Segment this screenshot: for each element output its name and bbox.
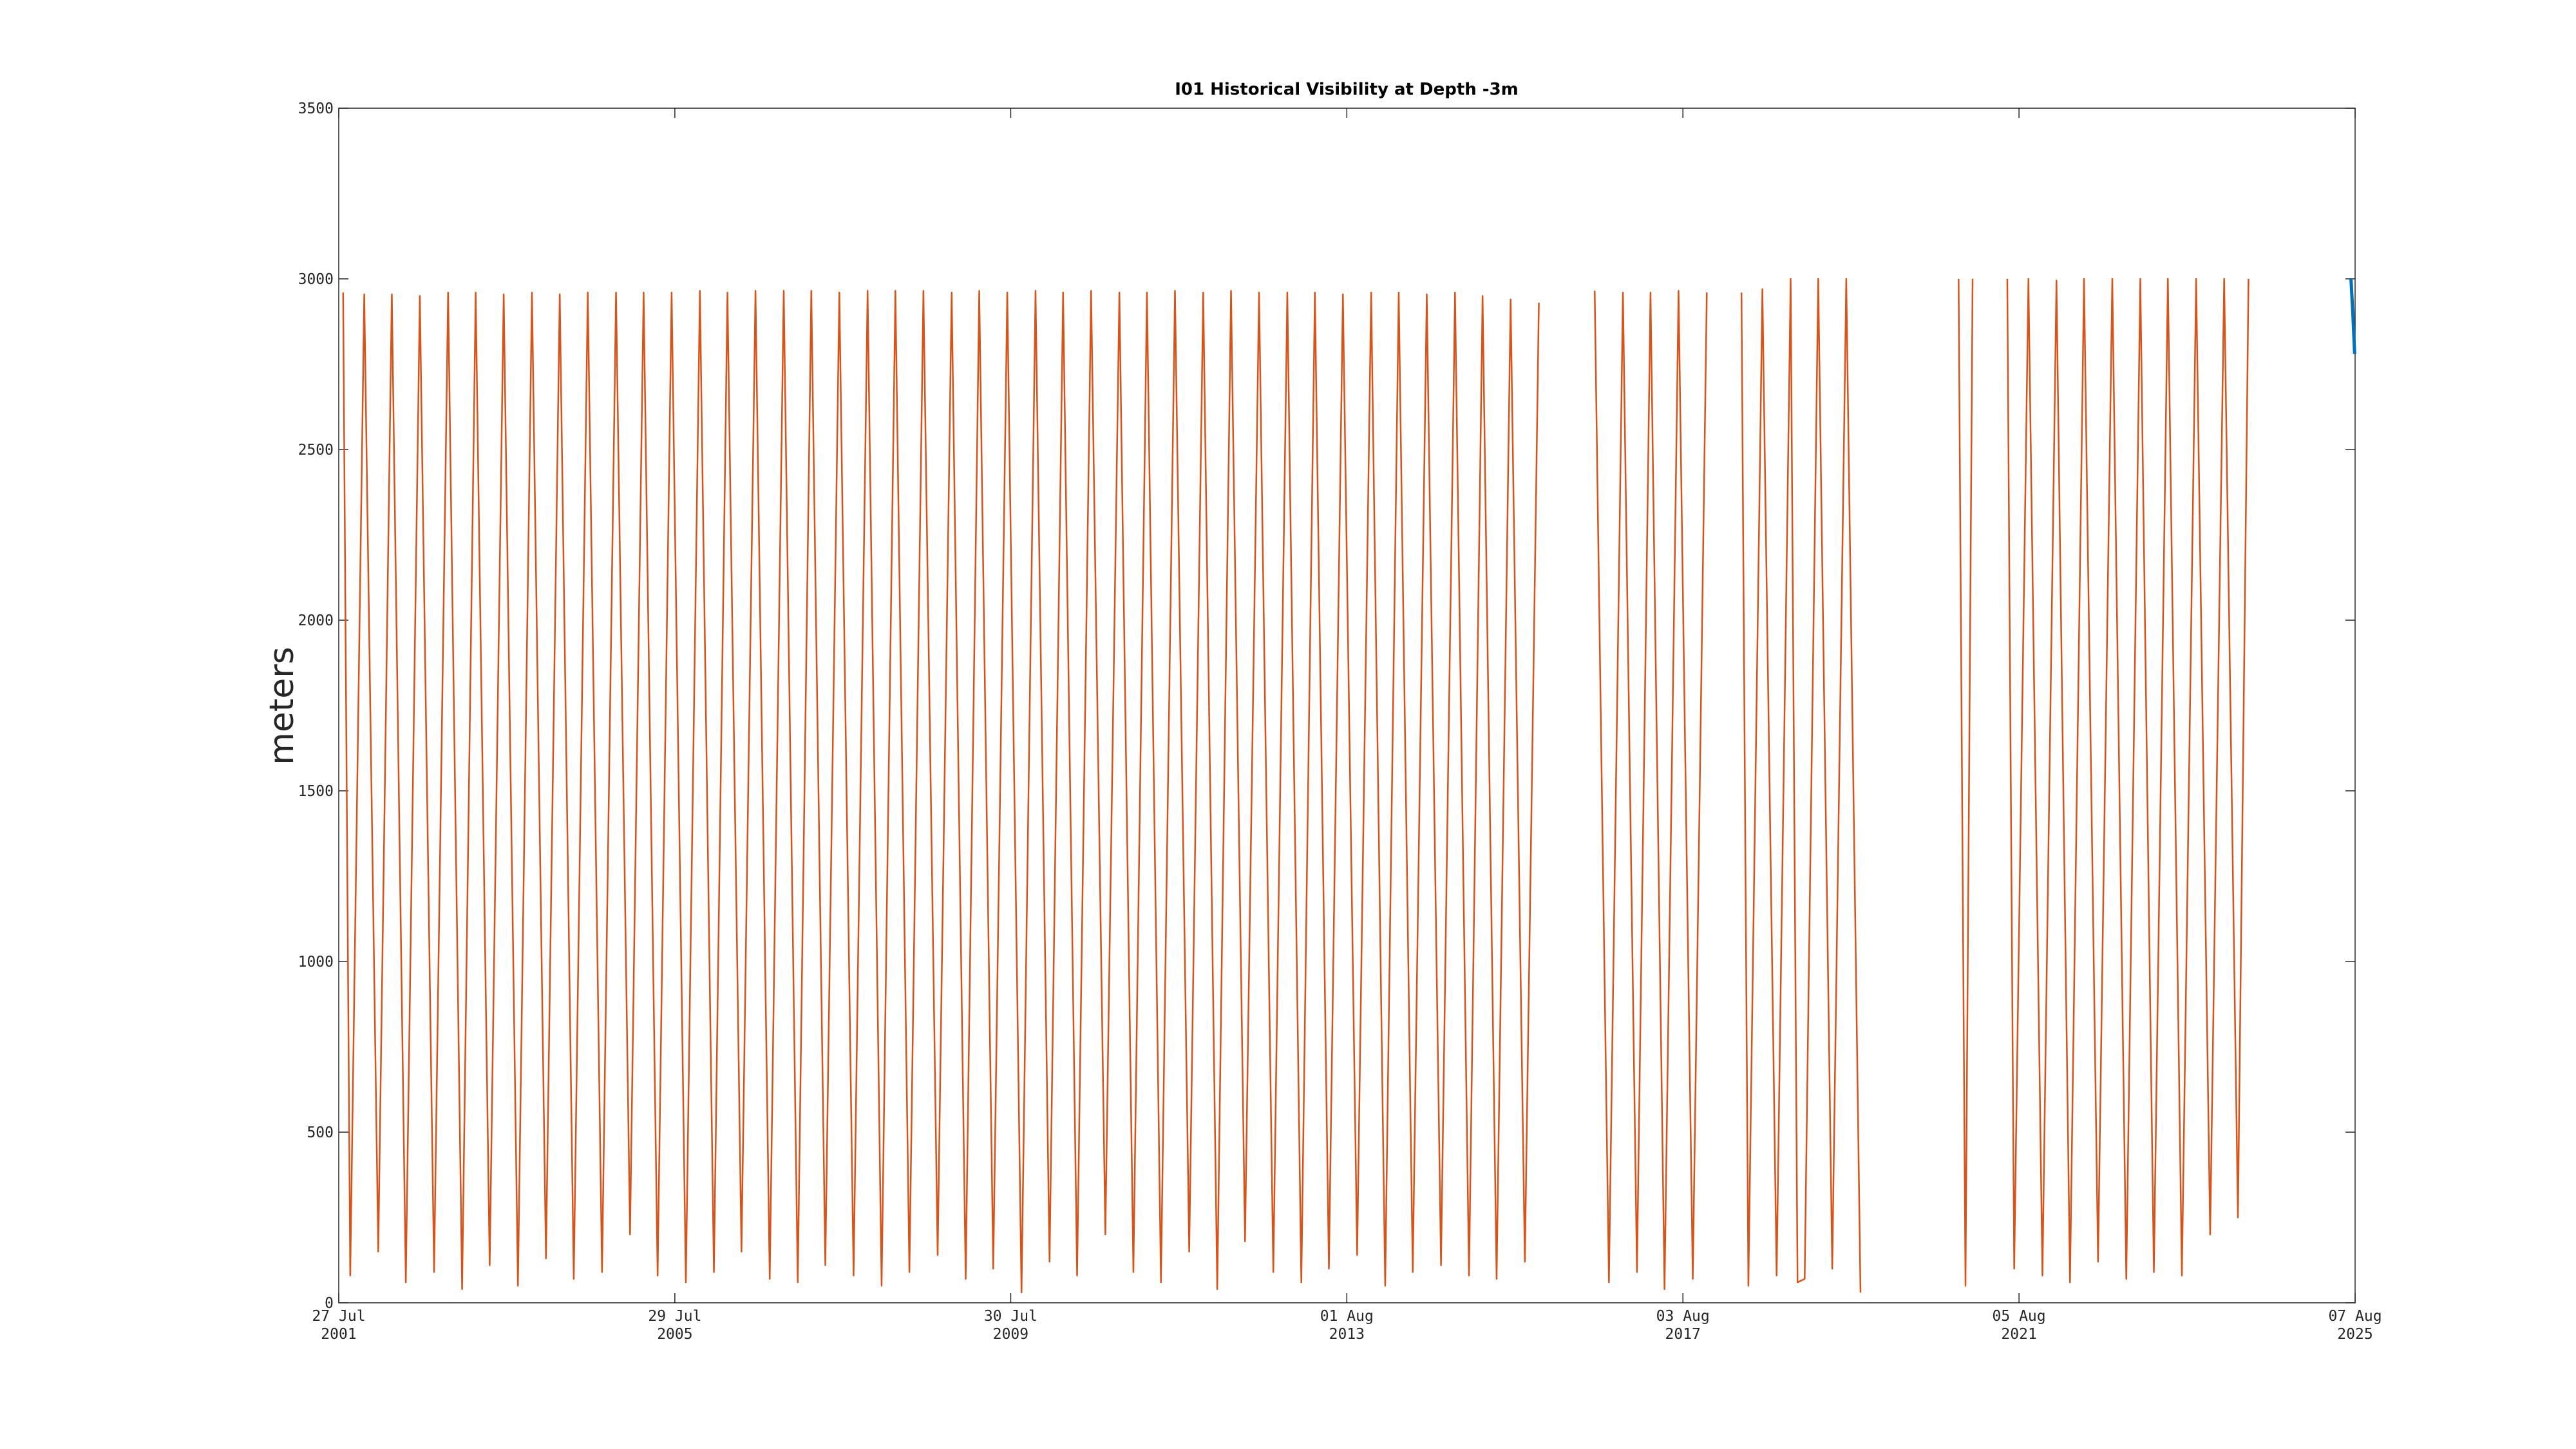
x-tick-label: 29 Jul 2005 <box>648 1308 701 1343</box>
x-tick-label: 03 Aug 2017 <box>1656 1308 1710 1343</box>
x-tick-label: 27 Jul 2001 <box>312 1308 365 1343</box>
chart-title: I01 Historical Visibility at Depth -3m <box>1175 80 1519 99</box>
y-tick-label: 500 <box>307 1124 334 1141</box>
x-tick-label: 01 Aug 2013 <box>1320 1308 1374 1343</box>
x-tick-label: 30 Jul 2009 <box>984 1308 1037 1343</box>
data-line <box>2349 278 2356 354</box>
x-tick-label: 07 Aug 2025 <box>2328 1308 2382 1343</box>
y-tick-label: 3000 <box>298 271 334 288</box>
y-tick-label: 2000 <box>298 612 334 629</box>
data-line <box>342 278 2249 1294</box>
y-tick-label: 1000 <box>298 954 334 971</box>
x-tick-label: 05 Aug 2021 <box>1993 1308 2046 1343</box>
y-tick-label: 0 <box>325 1295 334 1312</box>
y-tick-label: 1500 <box>298 783 334 800</box>
axes-box <box>338 108 2356 1303</box>
y-tick-label: 2500 <box>298 442 334 459</box>
y-axis-label: meters <box>263 647 301 765</box>
y-tick-label: 3500 <box>298 100 334 117</box>
